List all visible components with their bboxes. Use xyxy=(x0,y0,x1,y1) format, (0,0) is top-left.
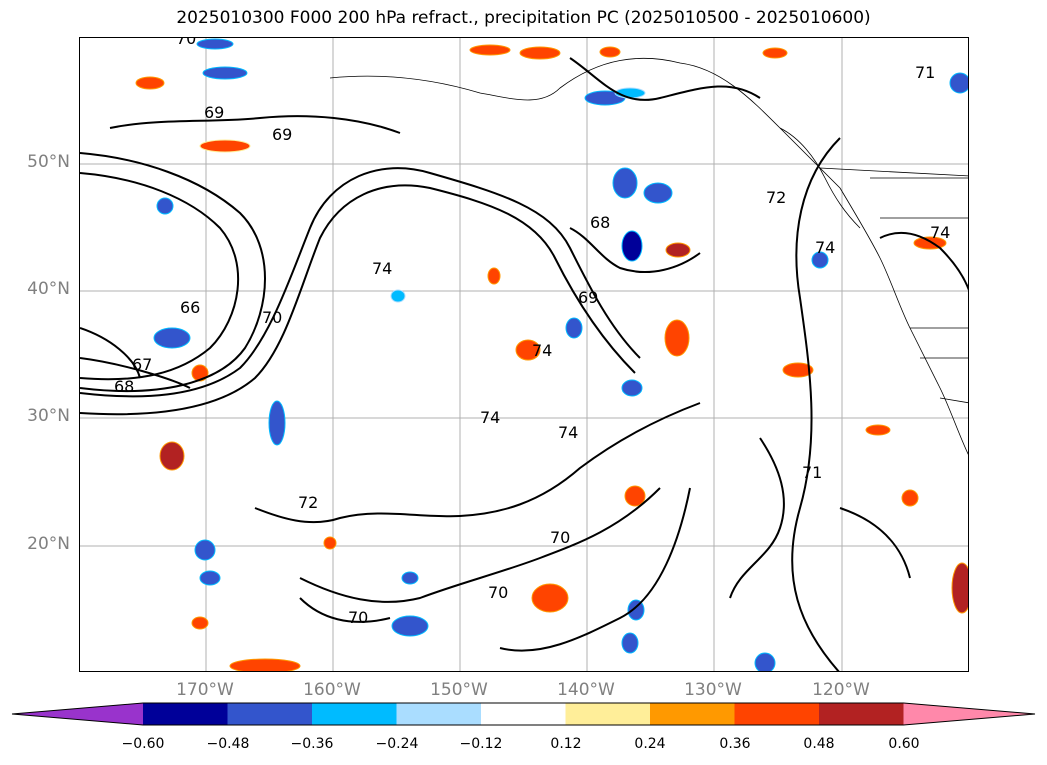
lat-label-30n: 30°N xyxy=(27,406,70,426)
contour-label-70-d: 70 xyxy=(348,608,368,627)
colorbar-tick-label: −0.12 xyxy=(459,736,503,752)
contour-label-74-c: 74 xyxy=(480,408,500,427)
contour-label-70-a: 70 xyxy=(262,308,282,327)
contour-label-72-b: 72 xyxy=(766,188,786,207)
colorbar-tick-label: 0.12 xyxy=(550,736,582,752)
lon-label-120w: 120°W xyxy=(812,680,870,700)
colorbar-segment xyxy=(734,703,820,725)
map-panel: 70 69 69 66 67 68 70 74 68 69 74 74 74 7… xyxy=(79,37,969,672)
contour-label-68: 68 xyxy=(114,377,134,396)
colorbar-segment xyxy=(650,703,735,725)
contour-label-72: 72 xyxy=(298,493,318,512)
contour-label-67: 67 xyxy=(132,355,152,374)
contour-label-69-b: 69 xyxy=(272,125,292,144)
contour-label-74-b: 74 xyxy=(532,341,552,360)
colorbar-tick-label: 0.48 xyxy=(803,736,835,752)
lat-label-20n: 20°N xyxy=(27,534,70,554)
colorbar-segment xyxy=(143,703,228,725)
contour-label-71-top: 71 xyxy=(915,63,935,82)
contour-label-74-a: 74 xyxy=(372,259,392,278)
precip-blobs xyxy=(135,38,968,671)
lat-label-40n: 40°N xyxy=(27,279,70,299)
lon-label-160w: 160°W xyxy=(303,680,361,700)
contour-labels: 70 69 69 66 67 68 70 74 68 69 74 74 74 7… xyxy=(114,38,950,627)
lon-label-150w: 150°W xyxy=(430,680,488,700)
coastline xyxy=(329,57,968,455)
colorbar-tick-label: −0.36 xyxy=(290,736,334,752)
contour-label-74-e: 74 xyxy=(815,238,835,257)
colorbar-segment xyxy=(396,703,482,725)
colorbar-segment xyxy=(565,703,651,725)
colorbar-extend-high xyxy=(903,703,1035,725)
colorbar-tick-label: −0.24 xyxy=(375,736,419,752)
contour-label-70-b: 70 xyxy=(550,528,570,547)
colorbar-segment xyxy=(312,703,397,725)
contour-label-74-f: 74 xyxy=(930,223,950,242)
colorbar-segment xyxy=(481,703,566,725)
contour-label-70-top: 70 xyxy=(176,38,196,48)
contour-label-68-b: 68 xyxy=(590,213,610,232)
contour-label-71-a: 71 xyxy=(802,463,822,482)
map-svg: 70 69 69 66 67 68 70 74 68 69 74 74 74 7… xyxy=(80,38,968,671)
colorbar-extend-low xyxy=(12,703,143,725)
colorbar-segment xyxy=(819,703,904,725)
contour-label-69-c: 69 xyxy=(578,288,598,307)
lon-label-140w: 140°W xyxy=(557,680,615,700)
lat-label-50n: 50°N xyxy=(27,152,70,172)
contour-label-66: 66 xyxy=(180,298,200,317)
contour-label-70-c: 70 xyxy=(488,583,508,602)
colorbar-tick-label: 0.36 xyxy=(719,736,751,752)
lon-label-170w: 170°W xyxy=(176,680,234,700)
lon-label-130w: 130°W xyxy=(684,680,742,700)
colorbar-tick-label: −0.48 xyxy=(206,736,250,752)
colorbar-segment xyxy=(227,703,313,725)
gridlines xyxy=(80,38,968,671)
colorbar xyxy=(11,702,1036,726)
contour-lines xyxy=(80,57,968,671)
colorbar-tick-label: 0.24 xyxy=(634,736,666,752)
contour-label-69-a: 69 xyxy=(204,103,224,122)
contour-label-74-d: 74 xyxy=(558,423,578,442)
colorbar-outline xyxy=(11,702,1036,726)
colorbar-tick-label: −0.60 xyxy=(121,736,165,752)
map-title: 2025010300 F000 200 hPa refract., precip… xyxy=(176,8,871,28)
colorbar-tick-label: 0.60 xyxy=(888,736,920,752)
